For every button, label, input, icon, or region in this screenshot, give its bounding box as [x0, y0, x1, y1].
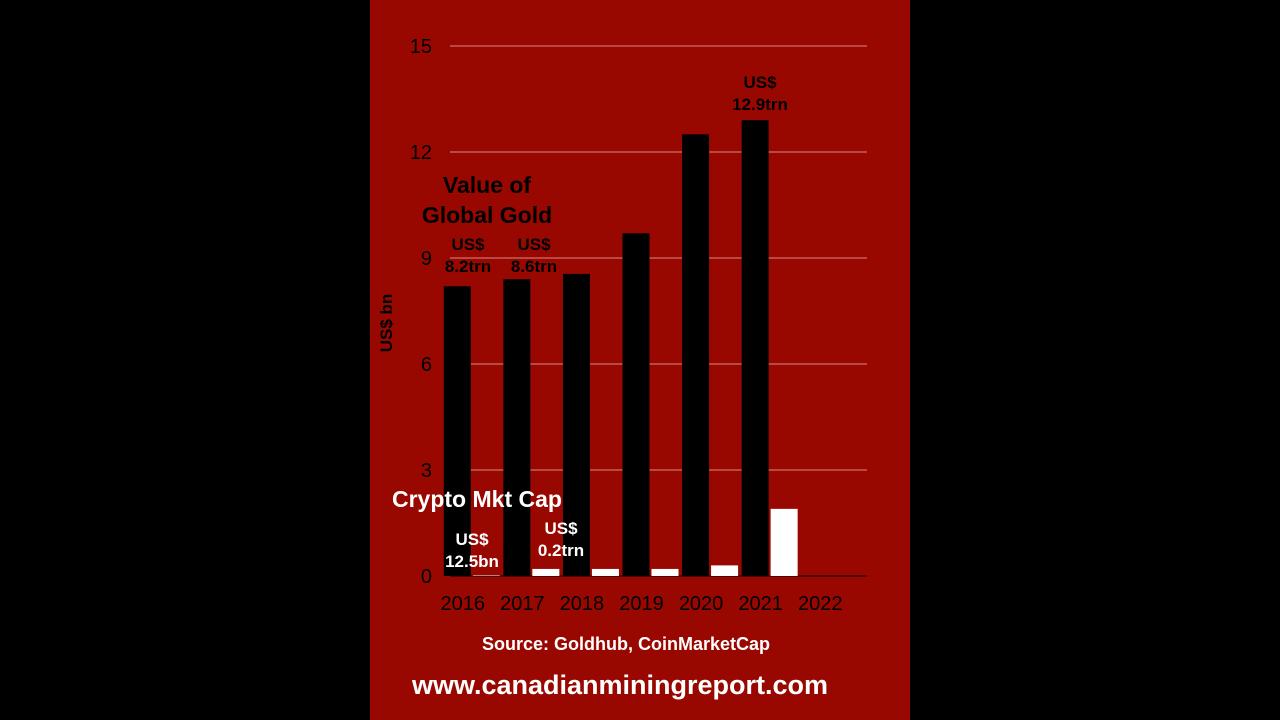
gold-bar-2020 — [682, 134, 710, 577]
x-tick-2019: 2019 — [619, 593, 664, 615]
crypto-bar-2017 — [532, 568, 560, 576]
gold-bar-2017 — [503, 279, 531, 576]
gold-bar-2016 — [443, 286, 471, 576]
gold-title-line2: Global Gold — [421, 202, 553, 228]
x-tick-2021: 2021 — [738, 593, 783, 615]
gold-2017-label: US$ 8.6trn — [496, 234, 572, 278]
gold-title-line1: Value of — [442, 172, 532, 198]
crypto-2016-label-line1: US$ — [455, 530, 489, 549]
crypto-2017-label-line1: US$ — [544, 519, 578, 538]
crypto-bar-2018 — [591, 568, 619, 576]
y-tick-6: 6 — [421, 354, 432, 376]
gold-title: Value of Global Gold — [412, 170, 562, 230]
x-tick-2017: 2017 — [500, 593, 545, 615]
gold-2021-label-line1: US$ — [743, 73, 777, 92]
gold-bar-2018 — [562, 273, 590, 576]
chart-panel: 0 3 6 9 12 15 2016 2017 2018 2019 2020 2021 2022 US$… — [370, 0, 910, 720]
gold-2016-label-line1: US$ — [451, 235, 485, 254]
gold-2017-label-line2: 8.6trn — [510, 257, 558, 276]
crypto-bar-2020 — [711, 565, 739, 576]
crypto-2016-label-line2: 12.5bn — [445, 552, 499, 571]
y-axis-label: US$ bn — [377, 293, 396, 353]
gold-2017-label-line1: US$ — [517, 235, 551, 254]
crypto-bar-2016 — [472, 575, 500, 576]
y-tick-15: 15 — [410, 36, 432, 58]
crypto-2016-label: US$ 12.5bn — [436, 529, 508, 573]
gold-2021-label: US$ 12.9trn — [722, 72, 798, 116]
crypto-bar-2021 — [770, 508, 798, 576]
axis-ticks: 0 3 6 9 12 15 2016 2017 2018 2019 2020 2021 2022 — [410, 36, 843, 615]
crypto-bar-2019 — [651, 568, 679, 576]
x-tick-2020: 2020 — [679, 593, 724, 615]
gold-bar-2021 — [741, 120, 769, 576]
bar-chart: 0 3 6 9 12 15 2016 2017 2018 2019 2020 2021 2022 — [410, 36, 867, 615]
bars — [443, 120, 798, 577]
website-url: www.canadianminingreport.com — [412, 670, 829, 700]
y-tick-3: 3 — [421, 460, 432, 482]
x-tick-2022: 2022 — [798, 593, 843, 615]
y-tick-12: 12 — [410, 142, 432, 164]
gold-2016-label-line2: 8.2trn — [444, 257, 492, 276]
gold-bar-2019 — [622, 233, 650, 576]
y-tick-0: 0 — [421, 566, 432, 588]
gold-2021-label-line2: 12.9trn — [732, 95, 788, 114]
crypto-2017-label: US$ 0.2trn — [526, 518, 596, 562]
gold-2016-label: US$ 8.2trn — [430, 234, 506, 278]
x-tick-2016: 2016 — [441, 593, 486, 615]
source-note: Source: Goldhub, CoinMarketCap — [482, 634, 771, 654]
crypto-2017-label-line2: 0.2trn — [537, 541, 585, 560]
x-tick-2018: 2018 — [560, 593, 605, 615]
y-tick-9: 9 — [421, 248, 432, 270]
crypto-title: Crypto Mkt Cap — [392, 486, 562, 512]
